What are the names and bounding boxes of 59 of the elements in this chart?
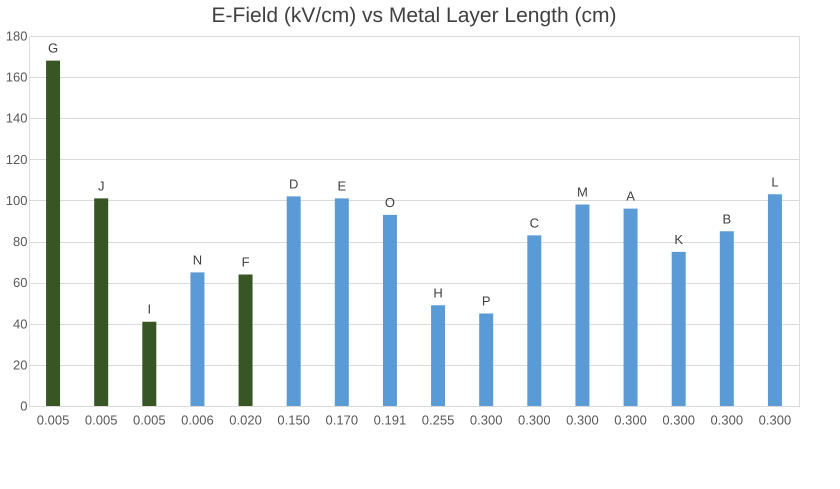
chart-title: E-Field (kV/cm) vs Metal Layer Length (cm) <box>212 4 616 27</box>
x-tick-label: 0.300 <box>470 412 502 428</box>
bar <box>382 214 397 406</box>
bar <box>479 314 494 406</box>
data-label: E <box>337 178 346 194</box>
x-tick-label: 0.020 <box>229 412 262 428</box>
x-tick-label: 0.005 <box>133 412 166 428</box>
data-label: N <box>192 252 202 268</box>
data-label: O <box>384 194 395 210</box>
bar <box>768 194 782 406</box>
data-label: L <box>771 174 779 190</box>
y-tick-label: 180 <box>6 28 28 44</box>
y-tick-label: 40 <box>13 316 28 332</box>
data-label: A <box>626 188 636 204</box>
bar <box>94 198 108 406</box>
y-tick-label: 80 <box>13 234 28 250</box>
y-tick-label: 60 <box>13 275 28 290</box>
x-tick-label: 0.300 <box>758 412 792 428</box>
y-tick-label: 0 <box>20 398 28 414</box>
x-tick-label: 0.005 <box>36 412 70 428</box>
x-tick-label: 0.170 <box>326 412 358 428</box>
data-label: K <box>674 232 684 247</box>
bar <box>142 322 156 406</box>
data-label: G <box>48 40 58 56</box>
data-label: I <box>148 302 152 317</box>
data-label: P <box>482 294 491 308</box>
x-tick-label: 0.300 <box>614 412 647 428</box>
x-tick-label: 0.300 <box>710 412 744 428</box>
bar <box>431 305 446 406</box>
x-tick-label: 0.191 <box>374 412 406 428</box>
bar <box>190 272 204 406</box>
y-tick-label: 100 <box>6 192 28 208</box>
bar <box>672 252 686 406</box>
x-tick-label: 0.255 <box>422 412 454 428</box>
y-tick-label: 140 <box>6 110 28 126</box>
data-label: D <box>288 176 298 192</box>
y-tick-label: 160 <box>6 70 28 85</box>
x-tick-label: 0.005 <box>84 412 118 428</box>
x-tick-label: 0.300 <box>566 412 599 428</box>
bar <box>624 208 638 406</box>
data-label: F <box>242 254 250 270</box>
bar <box>286 196 301 406</box>
data-label: M <box>577 184 588 200</box>
bar <box>575 204 590 406</box>
data-label: J <box>98 178 104 194</box>
bar <box>527 235 542 406</box>
bar <box>46 60 60 406</box>
x-tick-label: 0.300 <box>518 412 551 428</box>
bar <box>238 274 253 406</box>
bar <box>334 198 349 406</box>
x-tick-label: 0.150 <box>277 412 310 428</box>
data-label: H <box>433 285 443 300</box>
bar <box>720 231 734 406</box>
data-label: C <box>530 215 540 230</box>
x-tick-label: 0.006 <box>181 412 214 428</box>
y-tick-label: 120 <box>6 152 28 167</box>
y-tick-label: 20 <box>13 357 28 372</box>
data-label: B <box>722 211 732 226</box>
x-tick-label: 0.300 <box>662 412 695 428</box>
